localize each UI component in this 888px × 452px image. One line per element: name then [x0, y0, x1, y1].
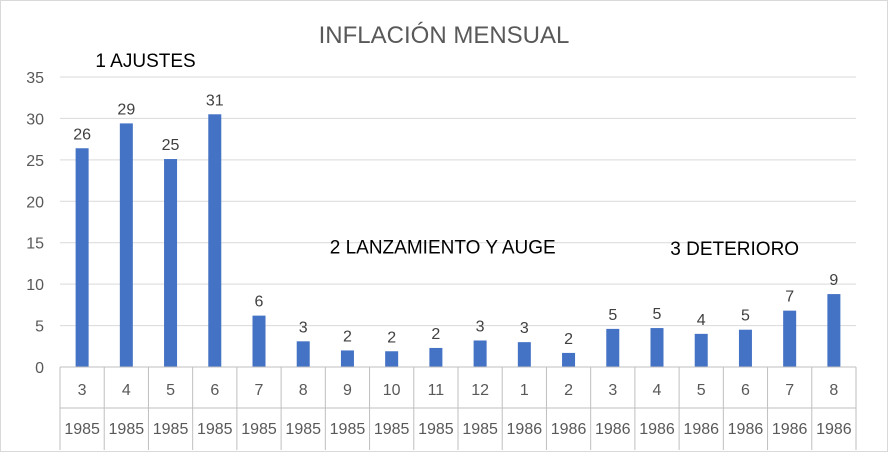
y-tick-label: 15 — [26, 236, 44, 253]
data-label: 2 — [431, 326, 440, 343]
data-label: 2 — [387, 329, 396, 346]
phase-annotation: 1 AJUSTES — [95, 51, 195, 72]
x-tick-month: 6 — [210, 382, 219, 399]
data-label: 2 — [343, 328, 352, 345]
x-tick-month: 4 — [653, 382, 662, 399]
x-axis: 3 1985 4 1985 5 1985 6 1985 7 1985 8 1985 9 1985 10 198… — [59, 366, 857, 450]
bar — [517, 342, 531, 367]
y-axis-ticks: 0 5 10 15 20 25 30 35 — [26, 70, 44, 377]
x-tick-year: 1985 — [285, 421, 321, 438]
bar — [164, 159, 178, 367]
bar — [827, 294, 841, 367]
bar — [429, 347, 443, 367]
x-tick-year: 1985 — [462, 421, 498, 438]
bar — [738, 329, 752, 367]
x-tick-year: 1985 — [241, 421, 277, 438]
y-tick-label: 35 — [26, 70, 44, 87]
x-tick-year: 1985 — [374, 421, 410, 438]
bar — [340, 350, 354, 367]
x-tick-year: 1985 — [418, 421, 454, 438]
x-tick-month: 5 — [697, 382, 706, 399]
bar — [694, 333, 708, 367]
x-tick-month: 5 — [166, 382, 175, 399]
x-tick-month: 8 — [299, 382, 308, 399]
bar — [208, 114, 222, 368]
x-tick-month: 6 — [741, 382, 750, 399]
data-label: 5 — [653, 306, 662, 323]
y-tick-label: 10 — [26, 277, 44, 294]
data-label: 3 — [520, 320, 529, 337]
bar — [650, 328, 664, 367]
x-tick-year: 1985 — [64, 421, 100, 438]
x-tick-month: 7 — [255, 382, 264, 399]
phase-annotation: 2 LANZAMIENTO Y AUGE — [330, 237, 556, 258]
chart-title: INFLACIÓN MENSUAL — [319, 22, 570, 49]
x-tick-year: 1986 — [683, 421, 719, 438]
bar — [119, 123, 133, 368]
data-label: 3 — [476, 318, 485, 335]
bar — [75, 148, 89, 367]
data-label: 7 — [785, 289, 794, 306]
x-tick-month: 12 — [471, 382, 489, 399]
bar — [473, 340, 487, 367]
data-label: 9 — [829, 272, 838, 289]
bar — [296, 341, 310, 367]
x-tick-month: 2 — [564, 382, 573, 399]
bar — [252, 315, 266, 367]
x-tick-year: 1986 — [595, 421, 631, 438]
y-tick-label: 25 — [26, 153, 44, 170]
y-tick-label: 20 — [26, 194, 44, 211]
x-tick-year: 1985 — [109, 421, 145, 438]
bar — [562, 352, 576, 367]
data-label: 2 — [564, 331, 573, 348]
x-tick-month: 10 — [383, 382, 401, 399]
x-tick-year: 1986 — [728, 421, 764, 438]
x-tick-month: 7 — [785, 382, 794, 399]
x-tick-year: 1986 — [772, 421, 808, 438]
x-tick-month: 4 — [122, 382, 131, 399]
y-tick-label: 5 — [35, 319, 44, 336]
x-tick-month: 3 — [78, 382, 87, 399]
x-tick-year: 1986 — [551, 421, 587, 438]
data-label: 4 — [697, 312, 706, 329]
annotations: 1 AJUSTES 2 LANZAMIENTO Y AUGE 3 DETERIORO — [95, 51, 799, 260]
x-tick-year: 1985 — [153, 421, 189, 438]
data-label: 5 — [741, 308, 750, 325]
phase-annotation: 3 DETERIORO — [670, 239, 799, 260]
x-tick-month: 11 — [428, 382, 445, 399]
y-tick-label: 30 — [26, 111, 44, 128]
x-tick-month: 9 — [343, 382, 352, 399]
data-label: 25 — [162, 137, 180, 154]
bar — [385, 351, 399, 367]
bars — [75, 114, 841, 368]
x-tick-month: 8 — [829, 382, 838, 399]
x-tick-year: 1985 — [330, 421, 366, 438]
data-label: 6 — [255, 294, 264, 311]
bar — [783, 310, 797, 367]
bar — [606, 328, 620, 367]
data-label: 3 — [299, 319, 308, 336]
data-label: 26 — [73, 126, 91, 143]
x-tick-year: 1986 — [816, 421, 852, 438]
data-label: 31 — [206, 92, 224, 109]
x-tick-month: 1 — [520, 382, 529, 399]
y-tick-label: 0 — [35, 360, 44, 377]
x-tick-month: 3 — [608, 382, 617, 399]
gridlines — [60, 76, 856, 327]
data-label: 29 — [117, 101, 135, 118]
data-label: 5 — [608, 307, 617, 324]
x-tick-year: 1985 — [197, 421, 233, 438]
x-tick-year: 1986 — [507, 421, 543, 438]
x-tick-year: 1986 — [639, 421, 675, 438]
